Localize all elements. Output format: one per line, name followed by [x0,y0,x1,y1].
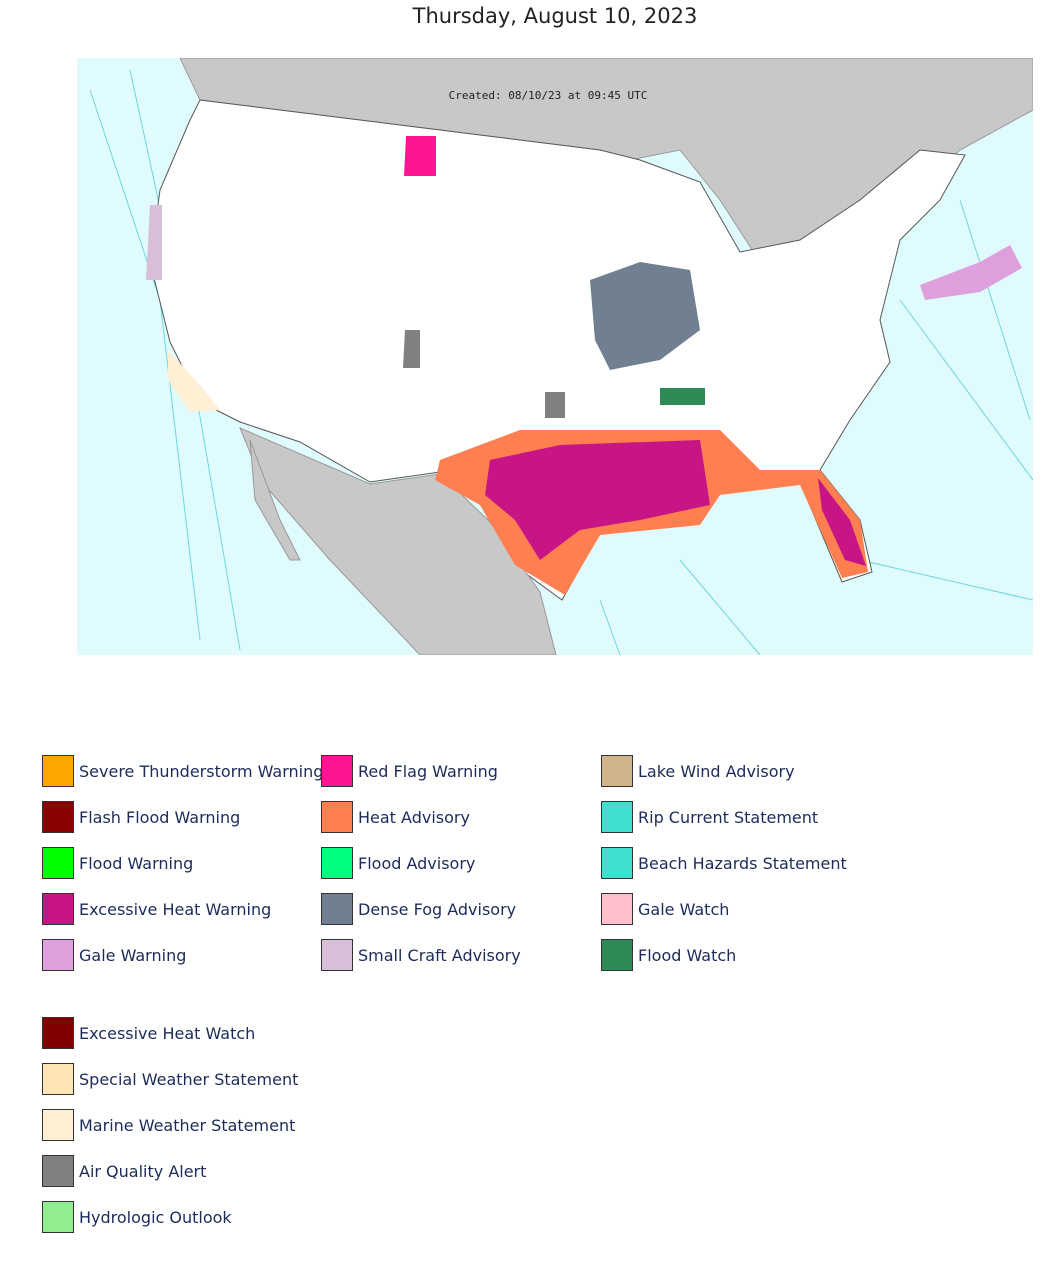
legend-label: Excessive Heat Watch [79,1023,256,1043]
title: Thursday, August 10, 2023 [412,4,698,28]
legend-item: Gale Watch [601,892,729,926]
legend-item: Hydrologic Outlook [42,1200,232,1234]
legend-item: Excessive Heat Watch [42,1016,255,1050]
legend-label: Excessive Heat Warning [79,899,272,919]
legend-label: Gale Warning [79,945,187,965]
legend-item: Severe Thunderstorm Warning [42,754,323,788]
legend-item: Marine Weather Statement [42,1108,295,1142]
legend-label: Severe Thunderstorm Warning [79,761,324,781]
legend-swatch [42,1109,74,1141]
legend-swatch [42,1155,74,1187]
created-label: Created: 08/10/23 at 09:45 UTC [449,89,648,102]
legend-swatch [321,755,353,787]
legend-label: Beach Hazards Statement [638,853,847,873]
legend-swatch [601,893,633,925]
legend-swatch [321,801,353,833]
legend-label: Heat Advisory [358,807,470,827]
legend-label: Dense Fog Advisory [358,899,517,919]
legend-label: Red Flag Warning [358,761,498,781]
legend-item: Flood Warning [42,846,193,880]
legend-label: Rip Current Statement [638,807,819,827]
legend-item: Flood Advisory [321,846,475,880]
legend-item: Red Flag Warning [321,754,498,788]
legend-swatch [42,939,74,971]
legend-label: Special Weather Statement [79,1069,299,1089]
legend-swatch [42,755,74,787]
legend-swatch [601,755,633,787]
legend-swatch [321,893,353,925]
legend-swatch [601,847,633,879]
legend-label: Hydrologic Outlook [79,1207,232,1227]
legend-swatch [42,893,74,925]
legend-label: Lake Wind Advisory [638,761,795,781]
legend-swatch [321,847,353,879]
legend-label: Small Craft Advisory [358,945,521,965]
legend-item: Air Quality Alert [42,1154,206,1188]
legend-swatch [321,939,353,971]
legend-item: Dense Fog Advisory [321,892,516,926]
legend-swatch [42,1063,74,1095]
legend-item: Excessive Heat Warning [42,892,271,926]
legend-item: Lake Wind Advisory [601,754,795,788]
legend-item: Beach Hazards Statement [601,846,847,880]
legend-swatch [601,801,633,833]
legend-label: Gale Watch [638,899,730,919]
legend-swatch [42,1201,74,1233]
alert-map: Created: 08/10/23 at 09:45 UTC [77,58,1033,655]
legend-item: Flash Flood Warning [42,800,240,834]
legend-label: Flood Warning [79,853,194,873]
legend-item: Special Weather Statement [42,1062,298,1096]
legend-swatch [42,801,74,833]
legend-item: Flood Watch [601,938,736,972]
legend-item: Small Craft Advisory [321,938,521,972]
legend-swatch [42,1017,74,1049]
legend-swatch [601,939,633,971]
legend-label: Flood Advisory [358,853,476,873]
legend-label: Marine Weather Statement [79,1115,296,1135]
legend-swatch [42,847,74,879]
legend-label: Flash Flood Warning [79,807,241,827]
legend-label: Flood Watch [638,945,737,965]
legend-item: Gale Warning [42,938,186,972]
legend-item: Rip Current Statement [601,800,818,834]
legend-label: Air Quality Alert [79,1161,207,1181]
legend-item: Heat Advisory [321,800,470,834]
